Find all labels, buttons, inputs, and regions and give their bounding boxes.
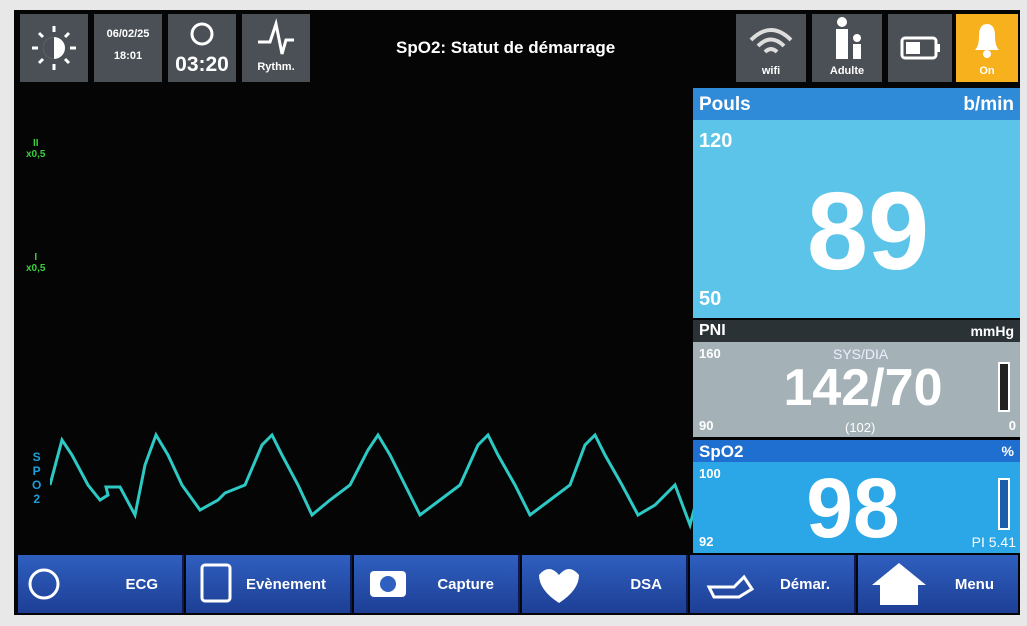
letter: O [32,478,41,492]
rhythm-label: Rythm. [242,61,310,73]
letter: S [32,450,41,464]
rhythm-icon [256,18,296,58]
pulse-panel[interactable]: Pouls b/min 120 89 50 [693,88,1020,318]
brightness-button[interactable] [20,14,88,82]
panel-header: SpO2 % [693,440,1020,462]
perfusion-index: PI 5.41 [972,534,1016,550]
battery [888,14,952,82]
timer-value: 03:20 [168,53,236,77]
panel-title: Pouls [699,94,751,116]
spo2-panel[interactable]: SpO2 % 100 98 92 PI 5.41 [693,440,1020,553]
pulse-value: 89 [753,168,983,295]
wifi-icon [746,18,796,62]
letter: P [32,464,41,478]
sun-icon [20,14,88,82]
bar-label: 0 [1009,418,1016,433]
panel-header: Pouls b/min [693,88,1020,120]
panel-header: PNI mmHg [693,320,1020,342]
wifi-label: wifi [736,65,806,77]
panel-unit: % [1002,443,1014,459]
date: 06/02/25 [94,28,162,40]
patient-icon [827,16,867,62]
upper-limit: 160 [699,346,721,361]
upper-limit: 100 [699,466,721,481]
nibp-panel[interactable]: PNI mmHg 160 SYS/DIA 142/70 (102) 90 0 [693,320,1020,437]
lower-limit: 90 [699,418,713,433]
patient-label: Adulte [812,65,882,77]
panel-title: PNI [699,322,726,340]
signal-bar [998,478,1010,530]
alarm-button[interactable]: On [956,14,1018,82]
cuff-bar [998,362,1010,412]
time: 18:01 [94,50,162,62]
battery-icon [888,14,952,82]
spo2-value: 98 [783,460,923,557]
date-time: 06/02/25 18:01 [94,14,162,82]
lead-name: I [26,252,45,263]
menu-icons [14,555,1020,613]
lower-limit: 92 [699,534,713,549]
lower-limit: 50 [699,288,721,311]
nibp-value: 142/70 [763,358,963,418]
wifi-status: wifi [736,14,806,82]
patient-type[interactable]: Adulte [812,14,882,82]
lead-gain: x0,5 [26,149,45,160]
panel-title: SpO2 [699,442,743,462]
panel-unit: b/min [963,94,1014,116]
timer: 03:20 [168,14,236,82]
page: 06/02/25 18:01 03:20 Rythm. SpO2: Statut… [0,0,1027,626]
timer-icon [187,18,217,48]
letter: 2 [32,492,41,506]
pleth-waveform [50,425,700,540]
status-message: SpO2: Statut de démarrage [396,38,615,58]
lead-name: II [26,138,45,149]
panel-unit: mmHg [970,323,1014,339]
upper-limit: 120 [699,130,732,153]
lead-gain: x0,5 [26,263,45,274]
bell-icon [967,18,1007,62]
nibp-mean: (102) [845,420,875,435]
alarm-label: On [956,65,1018,77]
monitor-screen: 06/02/25 18:01 03:20 Rythm. SpO2: Statut… [14,10,1020,615]
rhythm-button[interactable]: Rythm. [242,14,310,82]
